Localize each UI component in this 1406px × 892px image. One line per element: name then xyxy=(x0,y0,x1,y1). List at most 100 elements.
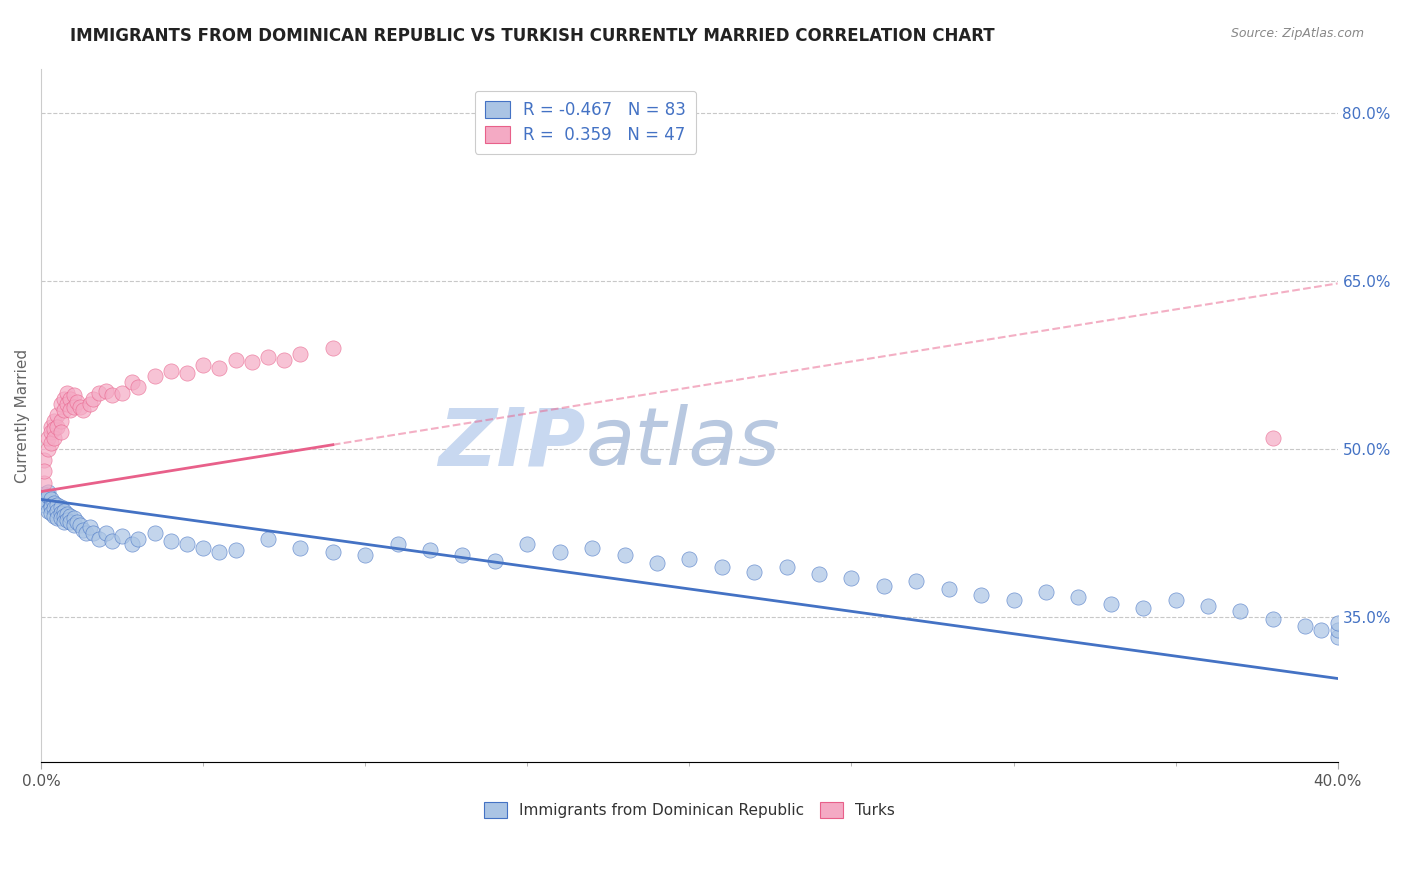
Point xyxy=(46,511,69,525)
Point xyxy=(42,422,65,436)
Point xyxy=(1229,604,1251,618)
Point xyxy=(34,475,56,490)
Point xyxy=(37,503,59,517)
Point xyxy=(240,355,263,369)
Point xyxy=(42,431,65,445)
Point xyxy=(59,515,82,529)
Point xyxy=(59,403,82,417)
Point xyxy=(451,549,474,563)
Point xyxy=(208,361,231,376)
Point xyxy=(841,571,863,585)
Point xyxy=(905,574,928,588)
Point xyxy=(42,509,65,524)
Point xyxy=(49,397,72,411)
Point xyxy=(49,414,72,428)
Y-axis label: Currently Married: Currently Married xyxy=(15,349,30,483)
Point xyxy=(42,501,65,516)
Point xyxy=(225,542,247,557)
Point xyxy=(34,498,56,512)
Point xyxy=(111,386,134,401)
Point xyxy=(808,567,831,582)
Text: IMMIGRANTS FROM DOMINICAN REPUBLIC VS TURKISH CURRENTLY MARRIED CORRELATION CHAR: IMMIGRANTS FROM DOMINICAN REPUBLIC VS TU… xyxy=(70,27,995,45)
Point xyxy=(873,579,896,593)
Point xyxy=(1067,590,1090,604)
Point xyxy=(39,498,62,512)
Point xyxy=(59,509,82,524)
Point xyxy=(1035,585,1057,599)
Legend: Immigrants from Dominican Republic, Turks: Immigrants from Dominican Republic, Turk… xyxy=(478,796,901,824)
Point xyxy=(121,375,143,389)
Point xyxy=(1326,615,1348,630)
Point xyxy=(1099,597,1122,611)
Point xyxy=(56,397,79,411)
Point xyxy=(62,400,84,414)
Point xyxy=(1164,593,1187,607)
Point xyxy=(69,400,91,414)
Point xyxy=(39,500,62,515)
Point xyxy=(273,352,295,367)
Point xyxy=(1261,431,1284,445)
Point xyxy=(1261,612,1284,626)
Point xyxy=(742,565,765,579)
Point xyxy=(46,498,69,512)
Point xyxy=(548,545,571,559)
Point xyxy=(39,492,62,507)
Point xyxy=(1197,599,1219,613)
Point xyxy=(79,520,101,534)
Point xyxy=(290,541,312,555)
Point xyxy=(52,503,75,517)
Point xyxy=(193,358,215,372)
Point xyxy=(159,533,181,548)
Point xyxy=(419,542,441,557)
Point xyxy=(89,386,111,401)
Point xyxy=(101,533,124,548)
Point xyxy=(121,537,143,551)
Point xyxy=(59,392,82,406)
Point xyxy=(79,397,101,411)
Point xyxy=(127,532,149,546)
Point xyxy=(37,442,59,456)
Point xyxy=(775,559,797,574)
Point xyxy=(290,347,312,361)
Point xyxy=(56,386,79,401)
Point xyxy=(39,506,62,520)
Point xyxy=(159,364,181,378)
Point xyxy=(66,515,89,529)
Point xyxy=(1002,593,1025,607)
Point xyxy=(37,431,59,445)
Point xyxy=(52,403,75,417)
Point xyxy=(257,532,280,546)
Point xyxy=(176,537,198,551)
Point xyxy=(62,518,84,533)
Point xyxy=(387,537,409,551)
Point xyxy=(970,588,993,602)
Point xyxy=(1326,630,1348,644)
Point xyxy=(39,436,62,450)
Point xyxy=(645,556,668,570)
Point xyxy=(1132,601,1154,615)
Text: ZIP: ZIP xyxy=(439,404,586,483)
Point xyxy=(52,392,75,406)
Point xyxy=(62,511,84,525)
Point xyxy=(34,492,56,507)
Point xyxy=(76,526,98,541)
Point xyxy=(613,549,636,563)
Point xyxy=(208,545,231,559)
Point xyxy=(69,518,91,533)
Point xyxy=(89,532,111,546)
Point xyxy=(37,484,59,499)
Point xyxy=(82,392,104,406)
Point xyxy=(354,549,377,563)
Point xyxy=(52,509,75,524)
Point xyxy=(39,419,62,434)
Point xyxy=(94,384,117,398)
Point xyxy=(72,523,94,537)
Point xyxy=(111,529,134,543)
Point xyxy=(52,515,75,529)
Point xyxy=(72,403,94,417)
Point xyxy=(322,341,344,355)
Point xyxy=(56,512,79,526)
Point xyxy=(710,559,733,574)
Point xyxy=(66,395,89,409)
Point xyxy=(678,551,700,566)
